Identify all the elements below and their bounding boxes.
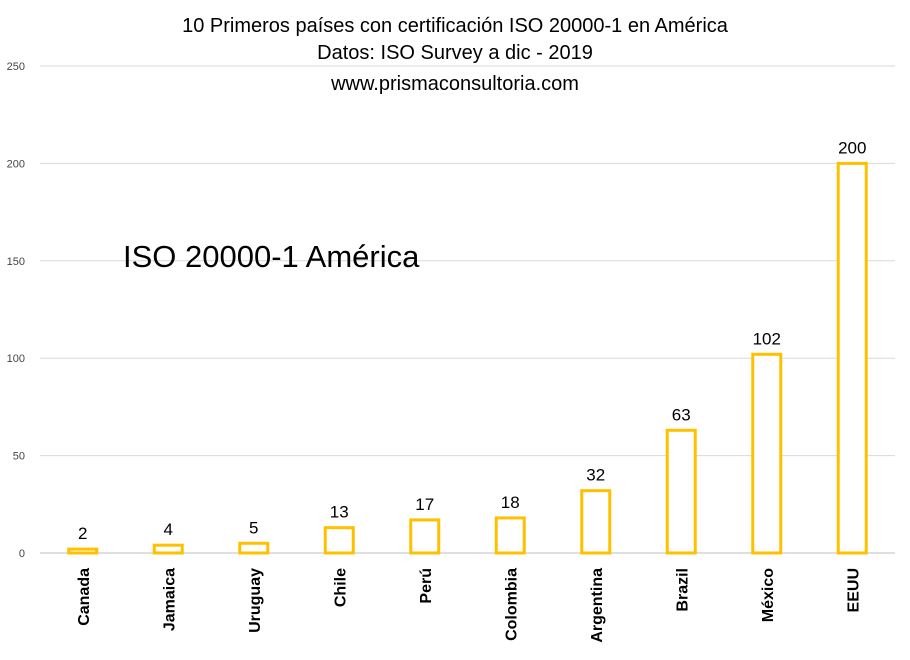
bars	[67, 161, 868, 555]
data-label: 18	[501, 493, 520, 512]
x-tick-label: Brazil	[674, 568, 691, 612]
x-tick-label: México	[760, 568, 777, 622]
chart-title-line-3: www.prismaconsultoria.com	[330, 73, 579, 95]
x-axis-ticks: Canada Jamaica Uruguay Chile Perú Colombia Arg…	[76, 568, 863, 643]
y-tick-label: 250	[7, 61, 25, 73]
bar	[323, 526, 355, 555]
x-tick-label: Colombia	[503, 568, 520, 641]
y-tick-label: 150	[7, 256, 25, 268]
chart-annotation: ISO 20000-1 América	[123, 239, 420, 274]
x-tick-label: Chile	[332, 568, 349, 607]
x-tick-label: Argentina	[589, 568, 606, 643]
bar	[152, 543, 184, 555]
data-label: 5	[249, 518, 258, 537]
chart-title-line-2: Datos: ISO Survey a dic - 2019	[317, 42, 593, 64]
data-label: 102	[753, 329, 781, 348]
x-tick-label: Canada	[76, 568, 93, 626]
data-label: 63	[672, 405, 691, 424]
bar	[751, 352, 783, 555]
y-axis-ticks: 0 50 100 150 200 250	[7, 61, 25, 560]
x-tick-label: EEUU	[845, 568, 862, 612]
data-label: 13	[330, 503, 349, 522]
chart-title-line-1: 10 Primeros países con certificación ISO…	[182, 15, 729, 37]
data-label: 4	[164, 520, 173, 539]
x-tick-label: Jamaica	[161, 568, 178, 631]
y-tick-label: 50	[13, 451, 25, 463]
data-label: 32	[586, 466, 605, 485]
bar	[238, 541, 270, 555]
y-tick-label: 200	[7, 158, 25, 170]
data-label: 2	[78, 524, 87, 543]
x-tick-label: Uruguay	[247, 568, 264, 633]
x-tick-label: Perú	[418, 568, 435, 604]
bar	[67, 547, 99, 555]
data-labels: 2 4 5 13 17 18 32 63 102 200	[78, 138, 866, 543]
bar	[409, 518, 441, 555]
bar	[494, 516, 526, 555]
y-tick-label: 0	[19, 548, 25, 560]
data-label: 17	[415, 495, 434, 514]
bar	[836, 161, 868, 555]
bar	[665, 428, 697, 555]
bar	[580, 489, 612, 555]
data-label: 200	[838, 138, 866, 157]
y-tick-label: 100	[7, 353, 25, 365]
